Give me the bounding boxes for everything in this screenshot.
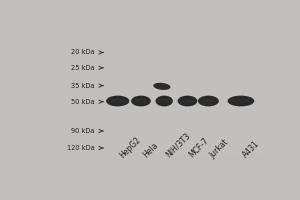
Text: 50 kDa: 50 kDa [71, 99, 94, 105]
Text: MCF-7: MCF-7 [188, 136, 211, 160]
Ellipse shape [133, 99, 149, 103]
Ellipse shape [108, 99, 127, 103]
Ellipse shape [198, 96, 219, 106]
Text: 25 kDa: 25 kDa [71, 65, 94, 71]
Ellipse shape [230, 99, 252, 103]
Ellipse shape [153, 83, 170, 90]
Ellipse shape [155, 96, 173, 106]
Ellipse shape [200, 99, 217, 103]
Ellipse shape [131, 96, 151, 106]
Ellipse shape [157, 99, 172, 103]
Text: 20 kDa: 20 kDa [71, 49, 94, 55]
Text: Hela: Hela [141, 141, 160, 160]
Ellipse shape [106, 96, 129, 106]
Text: 35 kDa: 35 kDa [71, 83, 94, 89]
Text: Jurkat: Jurkat [208, 137, 231, 160]
Text: A431: A431 [241, 139, 261, 160]
Ellipse shape [178, 96, 197, 106]
Text: 120 kDa: 120 kDa [67, 145, 94, 151]
Text: HepG2: HepG2 [118, 135, 142, 160]
Ellipse shape [179, 99, 196, 103]
Bar [105, 24, 270, 155]
Ellipse shape [228, 96, 254, 106]
Text: 90 kDa: 90 kDa [71, 128, 94, 134]
Text: NIH/3T3: NIH/3T3 [164, 131, 192, 160]
